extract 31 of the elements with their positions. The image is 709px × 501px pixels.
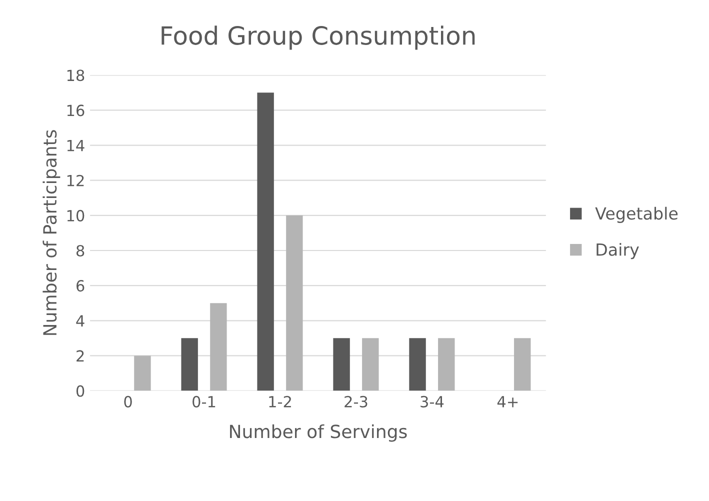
bar (257, 92, 274, 391)
chart-title: Food Group Consumption (162, 26, 475, 50)
bar (514, 338, 531, 391)
legend-label: Dairy (596, 242, 639, 260)
y-tick-label: 18 (67, 70, 84, 82)
y-tick-label: 4 (76, 315, 84, 326)
x-tick-label: 0-1 (192, 396, 216, 408)
x-tick-label: 1-2 (269, 396, 291, 408)
y-tick-label: 2 (76, 350, 84, 362)
y-axis-title: Number of Participants (42, 130, 60, 335)
y-tick-label: 12 (67, 174, 84, 186)
bar (409, 338, 426, 391)
bar (134, 356, 151, 391)
y-tick-label: 16 (67, 104, 84, 116)
bar (181, 338, 198, 391)
x-axis-title: Number of Servings (230, 424, 407, 442)
legend-label: Vegetable (595, 206, 678, 223)
bar (438, 338, 455, 391)
y-tick-label: 14 (67, 140, 84, 152)
x-tick-label: 2-3 (344, 396, 368, 408)
bar (362, 338, 379, 391)
x-tick-label: 4+ (497, 396, 518, 408)
x-tick-label: 3-4 (420, 396, 444, 408)
bar (210, 303, 227, 391)
y-tick-label: 8 (76, 244, 84, 257)
bar (286, 215, 303, 391)
x-tick-label: 0 (124, 396, 132, 408)
y-tick-label: 6 (76, 280, 84, 292)
y-tick-label: 0 (76, 385, 84, 397)
bar (333, 338, 350, 391)
y-tick-label: 10 (67, 210, 84, 222)
